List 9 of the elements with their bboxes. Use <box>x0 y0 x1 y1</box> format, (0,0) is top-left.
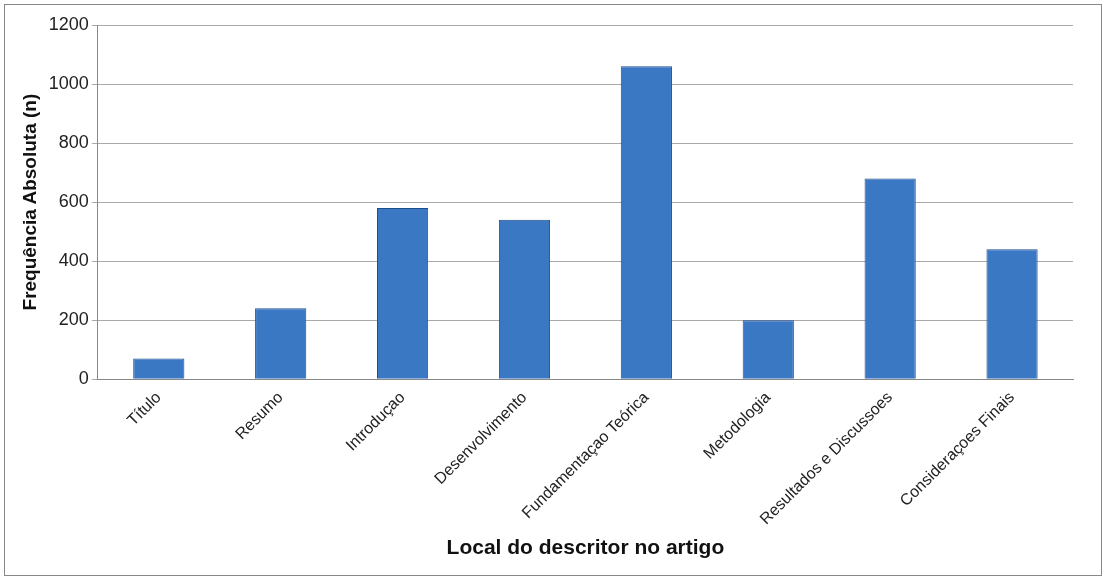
y-tick-label: 0 <box>78 368 89 389</box>
y-tick-label: 400 <box>58 250 89 271</box>
y-tick-label: 800 <box>58 132 89 153</box>
y-axis-title: Frequência Absoluta (n) <box>18 93 40 311</box>
y-tick-label: 200 <box>58 309 89 330</box>
y-tick-label: 1000 <box>48 73 89 93</box>
y-tick-label: 1200 <box>48 13 89 34</box>
y-tick-label: 600 <box>58 191 89 212</box>
x-axis-title: Local do descritor no artigo <box>446 535 725 559</box>
